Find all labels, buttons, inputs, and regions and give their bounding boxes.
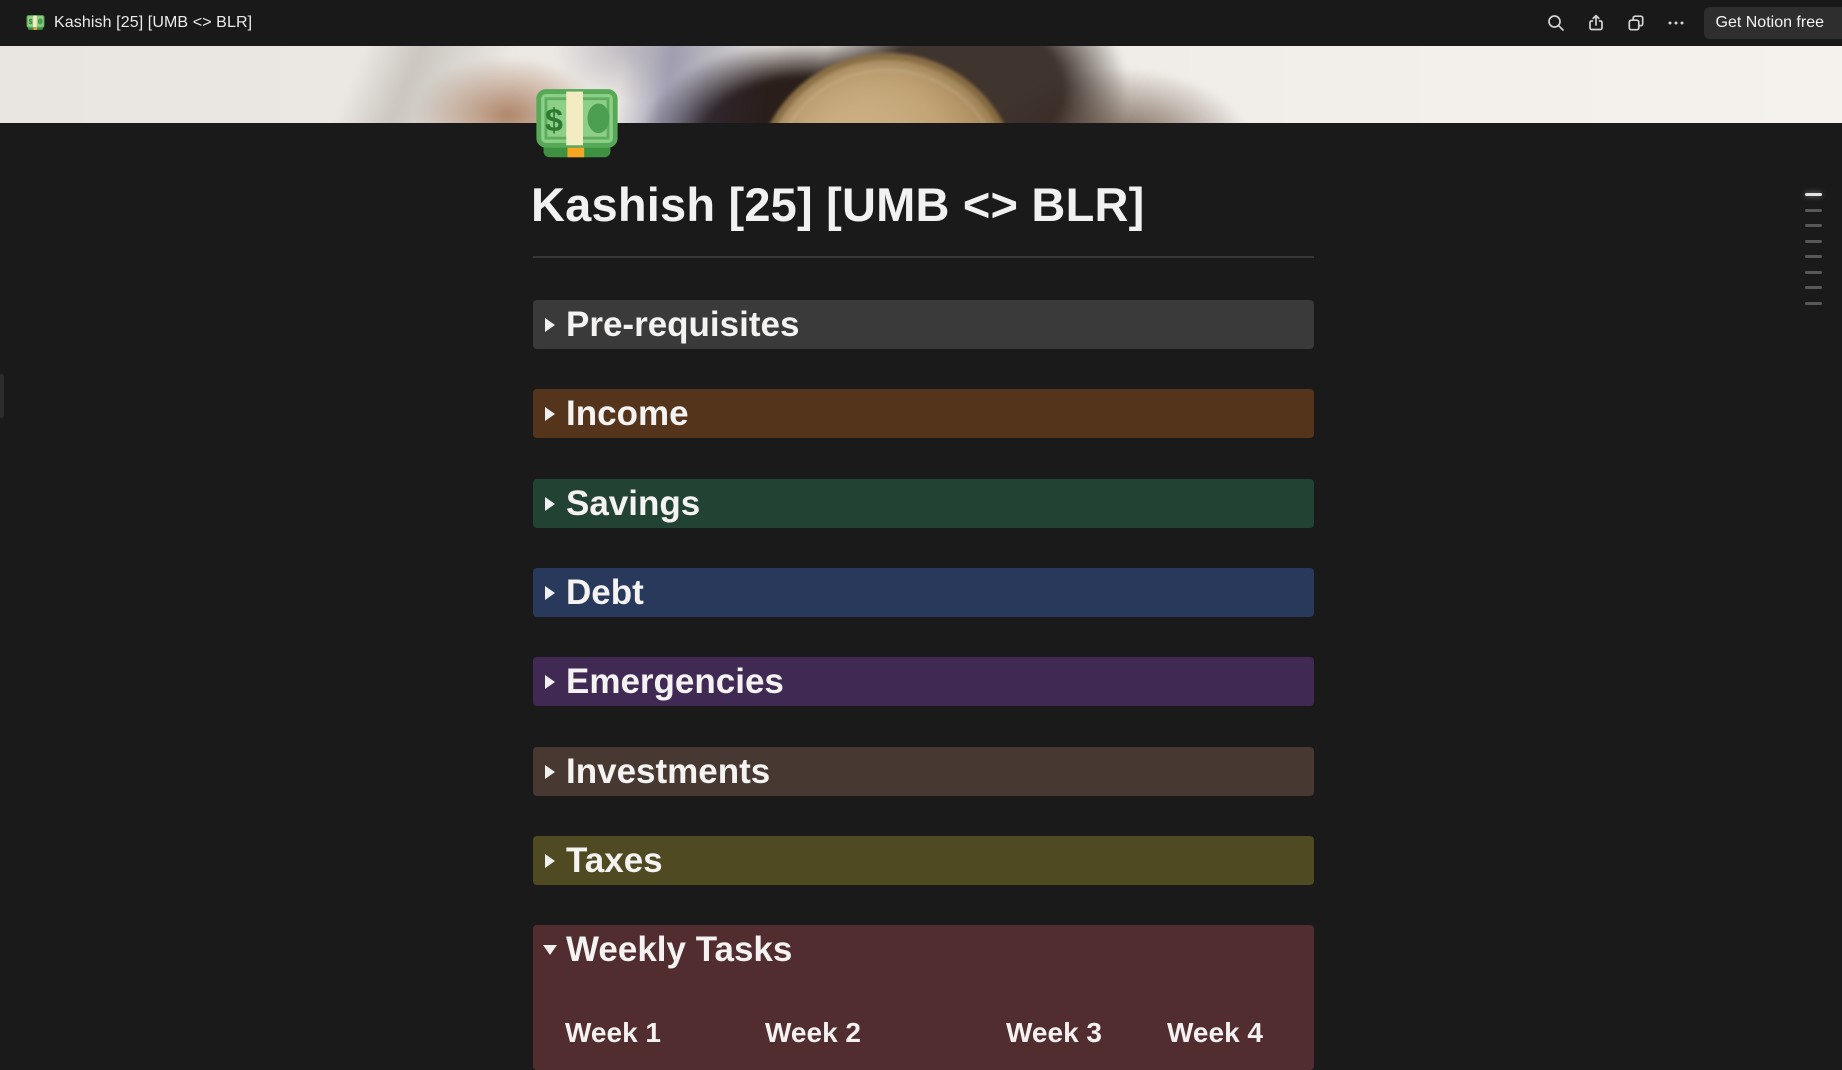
toggle-section-income[interactable]: Income (533, 389, 1314, 438)
duplicate-icon (1627, 15, 1644, 31)
section-heading: Taxes (566, 841, 663, 880)
toggle-button[interactable] (537, 389, 563, 438)
toggle-section-debt[interactable]: Debt (533, 568, 1314, 617)
breadcrumb[interactable]: $ Kashish [25] [UMB <> BLR] (26, 0, 252, 46)
toc-line[interactable] (1805, 255, 1822, 258)
ellipsis-icon (1668, 21, 1683, 25)
chevron-right-icon (545, 674, 555, 689)
toc-line[interactable] (1805, 208, 1822, 212)
week-2-column-heading: Week 2 (765, 1017, 861, 1048)
get-notion-free-button[interactable]: Get Notion free (1703, 7, 1842, 39)
svg-text:$: $ (545, 102, 563, 138)
section-heading: Savings (566, 484, 701, 523)
toggle-button[interactable] (537, 479, 563, 528)
chevron-right-icon (545, 853, 555, 868)
toc-line[interactable] (1805, 301, 1822, 305)
section-heading: Debt (566, 573, 644, 612)
svg-text:$: $ (29, 19, 33, 26)
toggle-section-prerequisites[interactable]: Pre-requisites (533, 300, 1314, 349)
toc-line[interactable] (1805, 270, 1822, 274)
weekly-tasks-header[interactable]: Weekly Tasks (533, 925, 1314, 974)
chevron-right-icon (545, 406, 555, 421)
toggle-button[interactable] (537, 836, 563, 885)
toggle-button[interactable] (537, 925, 563, 974)
toggle-button[interactable] (537, 300, 563, 349)
section-heading: Weekly Tasks (566, 930, 793, 969)
page-cover-image (0, 46, 1842, 123)
toggle-section-investments[interactable]: Investments (533, 747, 1314, 796)
more-options-button[interactable] (1656, 6, 1696, 40)
sidebar-expand-notch[interactable] (0, 374, 4, 418)
chevron-right-icon (545, 585, 555, 600)
chevron-down-icon (543, 944, 557, 955)
topbar-actions: Get Notion free (1536, 0, 1842, 46)
toggle-button[interactable] (537, 657, 563, 706)
week-3-column-heading: Week 3 (1006, 1017, 1102, 1048)
toggle-button[interactable] (537, 747, 563, 796)
toggle-section-weekly-tasks: Weekly Tasks Week 1 Week 2 Week 3 Week 4 (533, 925, 1314, 1070)
title-divider (533, 256, 1314, 258)
page-title: Kashish [25] [UMB <> BLR] (531, 178, 1145, 231)
search-button[interactable] (1536, 6, 1576, 40)
duplicate-button[interactable] (1616, 6, 1656, 40)
money-banknote-icon: $ (26, 15, 45, 30)
toc-line[interactable] (1805, 193, 1822, 196)
toc-line[interactable] (1805, 224, 1822, 227)
search-icon (1547, 15, 1564, 31)
toggle-section-emergencies[interactable]: Emergencies (533, 657, 1314, 706)
top-bar: $ Kashish [25] [UMB <> BLR] (0, 0, 1842, 46)
chevron-right-icon (545, 764, 555, 779)
chevron-right-icon (545, 496, 555, 511)
share-icon (1588, 14, 1603, 31)
page-icon-money-banknote[interactable]: $ (534, 88, 620, 167)
share-button[interactable] (1576, 6, 1616, 40)
toggle-button[interactable] (537, 568, 563, 617)
table-of-contents-rail (1805, 193, 1822, 317)
section-heading: Income (566, 394, 689, 433)
week-4-column-heading: Week 4 (1167, 1017, 1263, 1048)
toc-line[interactable] (1805, 239, 1822, 243)
week-1-column-heading: Week 1 (565, 1017, 661, 1048)
breadcrumb-title: Kashish [25] [UMB <> BLR] (54, 14, 253, 31)
section-heading: Emergencies (566, 662, 784, 701)
toggle-section-taxes[interactable]: Taxes (533, 836, 1314, 885)
section-heading: Pre-requisites (566, 305, 800, 344)
section-heading: Investments (566, 752, 771, 791)
toc-line[interactable] (1805, 286, 1822, 289)
toggle-section-savings[interactable]: Savings (533, 479, 1314, 528)
chevron-right-icon (545, 317, 555, 332)
